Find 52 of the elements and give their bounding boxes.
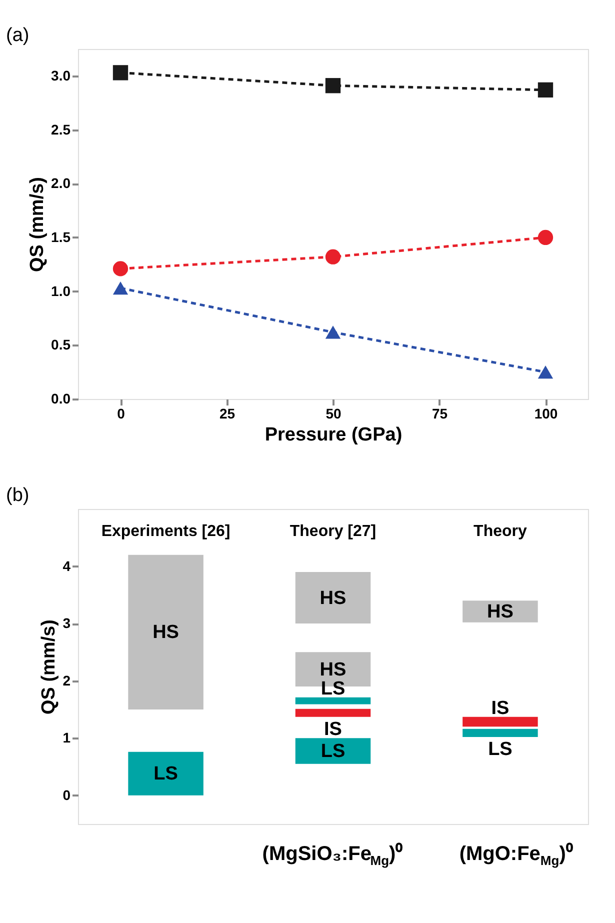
data-label: LS [488,738,512,760]
x-tick-label: 75 [432,406,448,422]
x-tick-label: Theory [474,523,527,540]
data-label: HS [320,588,346,609]
x-tick-label: 100 [534,406,558,422]
x-tick-label: 0 [117,406,126,422]
y-tick-label: 2 [62,672,71,688]
point [538,230,554,246]
bar [295,572,371,624]
y-tick-label: 3 [62,615,71,632]
bar [295,708,371,717]
bar [462,728,538,737]
point [325,249,341,264]
data-label: IS [491,698,510,719]
x-tick-label: Theory [27] [290,523,376,540]
y-axis-title: QS (mm/s) [27,176,48,272]
point [112,65,128,80]
point [112,282,128,295]
y-tick-label: 1.0 [51,282,71,299]
x-tick-label: Experiments [26] [101,523,230,540]
point [538,82,554,98]
data-label: LS [320,740,346,762]
data-label: HS [487,602,514,623]
data-label: HS [320,659,346,680]
data-label: HS [152,622,179,644]
y-axis-title: QS (mm/s) [38,619,60,715]
text: (a) [6,25,30,46]
point [112,261,128,276]
bar [295,697,371,704]
y-tick-label: 1.5 [51,228,71,245]
point [325,326,341,339]
y-tick-label: 2.5 [51,121,71,138]
bar [462,716,538,727]
point [325,78,341,94]
y-tick-label: 4 [62,558,71,574]
text: (b) [6,485,30,506]
point [538,366,554,379]
data-label: LS [154,764,178,785]
y-tick-label: 2.0 [51,175,71,192]
data-label: IS [324,718,342,740]
x-axis-title: Pressure (GPa) [264,424,402,446]
data-label: LS [320,678,346,700]
bar [128,554,204,710]
bar [295,738,371,764]
y-tick-label: 0.5 [51,336,71,353]
bar [128,752,204,796]
y-tick-label: 1 [62,730,71,746]
x-tick-label: 50 [326,406,342,422]
y-tick-label: 0 [62,786,71,803]
y-tick-label: 0.0 [51,390,71,406]
y-tick-label: 3.0 [51,67,71,84]
x-tick-label: 25 [219,406,236,422]
